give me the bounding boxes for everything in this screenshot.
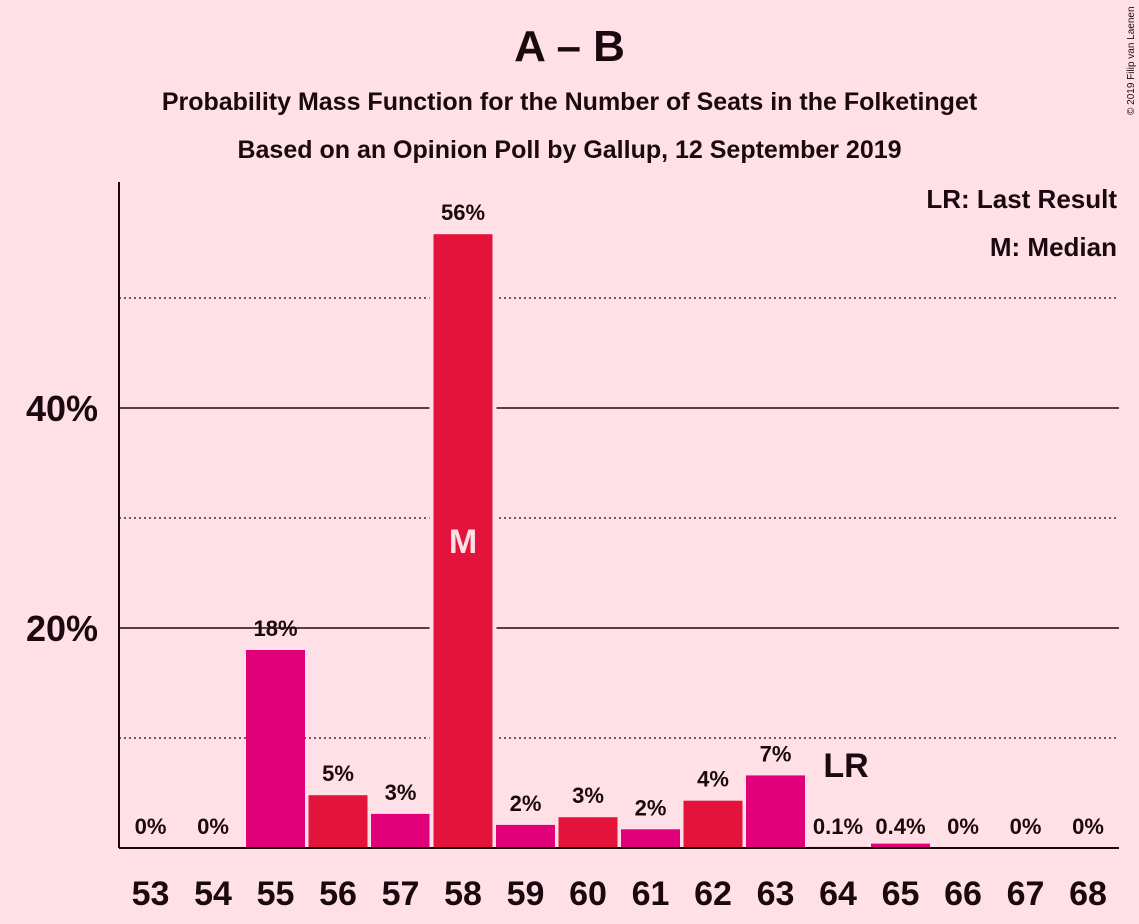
bar-value-label-58: 56% xyxy=(441,200,485,225)
bar-55 xyxy=(246,650,305,848)
bar-63 xyxy=(746,775,805,848)
bar-62 xyxy=(683,800,743,848)
chart-subtitle-poll: Based on an Opinion Poll by Gallup, 12 S… xyxy=(237,136,902,164)
y-tick-label: 40% xyxy=(26,388,98,429)
bar-value-label-57: 3% xyxy=(385,780,417,805)
bar-value-label-64: 0.1% xyxy=(813,814,863,839)
x-tick-label-64: 64 xyxy=(819,875,857,913)
x-tick-label-60: 60 xyxy=(569,875,607,913)
bar-59 xyxy=(496,824,555,848)
bar-56 xyxy=(308,795,368,848)
x-tick-label-66: 66 xyxy=(944,875,982,913)
x-tick-label-53: 53 xyxy=(132,875,170,913)
x-tick-label-62: 62 xyxy=(694,875,732,913)
x-tick-label-57: 57 xyxy=(382,875,420,913)
x-tick-label-68: 68 xyxy=(1069,875,1107,913)
x-tick-label-55: 55 xyxy=(257,875,295,913)
bar-65 xyxy=(871,843,930,848)
last-result-marker: LR xyxy=(823,747,868,785)
x-tick-label-54: 54 xyxy=(194,875,232,913)
chart-subtitle: Probability Mass Function for the Number… xyxy=(161,88,978,116)
median-marker: M xyxy=(449,523,477,561)
bar-value-label-55: 18% xyxy=(253,616,297,641)
x-tick-label-59: 59 xyxy=(507,875,545,913)
x-tick-label-58: 58 xyxy=(444,875,482,913)
x-tick-label-56: 56 xyxy=(319,875,357,913)
bar-value-label-56: 5% xyxy=(322,761,354,786)
y-tick-label: 20% xyxy=(26,608,98,649)
bar-value-label-63: 7% xyxy=(760,741,792,766)
bar-61 xyxy=(621,829,680,848)
x-tick-label-67: 67 xyxy=(1007,875,1045,913)
x-tick-label-61: 61 xyxy=(632,875,670,913)
bar-58 xyxy=(433,234,493,848)
legend-last-result: LR: Last Result xyxy=(926,184,1117,214)
bar-value-label-65: 0.4% xyxy=(875,814,925,839)
bar-57 xyxy=(371,813,430,848)
bar-value-label-66: 0% xyxy=(947,814,979,839)
legend-median: M: Median xyxy=(989,232,1117,262)
chart-title: A – B xyxy=(514,22,625,71)
bar-value-label-67: 0% xyxy=(1010,814,1042,839)
bar-value-label-68: 0% xyxy=(1072,814,1104,839)
bar-value-label-54: 0% xyxy=(197,814,229,839)
bar-value-label-62: 4% xyxy=(697,767,729,792)
bar-value-label-59: 2% xyxy=(510,791,542,816)
x-tick-label-65: 65 xyxy=(882,875,920,913)
bar-value-label-53: 0% xyxy=(135,814,167,839)
bar-60 xyxy=(558,817,618,848)
bar-value-label-61: 2% xyxy=(635,795,667,820)
x-tick-label-63: 63 xyxy=(757,875,795,913)
bar-value-label-60: 3% xyxy=(572,783,604,808)
